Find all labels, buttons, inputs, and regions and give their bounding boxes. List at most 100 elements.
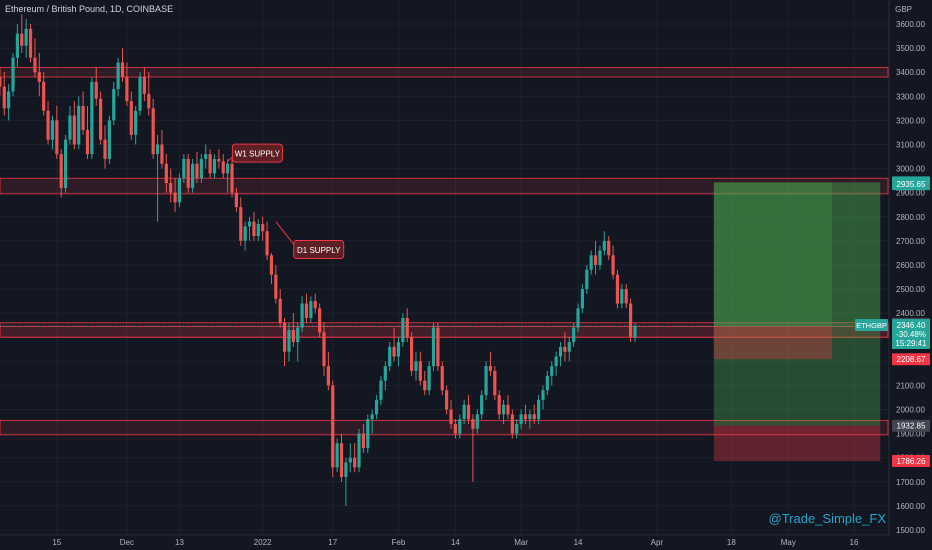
- candle-body: [515, 423, 519, 434]
- candle-body: [239, 207, 243, 241]
- candle-body: [624, 289, 628, 304]
- candle-body: [576, 308, 580, 328]
- x-tick-label: Mar: [514, 538, 528, 547]
- candle-body: [191, 163, 195, 188]
- x-tick-label: May: [781, 538, 796, 547]
- profit-zone: [713, 182, 881, 327]
- candle-body: [506, 404, 510, 415]
- candle-body: [392, 346, 396, 357]
- candle-body: [322, 332, 326, 367]
- x-tick-label: 13: [175, 538, 184, 547]
- price-tag-label: 1786.26: [897, 457, 926, 466]
- candle-body: [2, 86, 6, 109]
- candle-body: [602, 240, 606, 251]
- y-tick-label: 1900.00: [896, 430, 925, 439]
- candle-body: [523, 414, 528, 420]
- candle-body: [480, 395, 484, 415]
- last-price-bg: [892, 319, 930, 350]
- candle-body: [63, 139, 68, 188]
- last-price-box: ETHGBP 2346.40-30.48%15:29:41: [855, 319, 930, 350]
- candle-body: [339, 443, 344, 477]
- candle-body: [304, 303, 309, 318]
- candle-body: [94, 81, 98, 99]
- price-axis-bg: [889, 0, 932, 550]
- candle-body: [252, 221, 256, 237]
- supply-demand-zone: [0, 177, 889, 195]
- currency-label: GBP: [895, 5, 912, 14]
- candle-body: [379, 380, 383, 400]
- candle-body: [423, 380, 427, 391]
- candle-body: [388, 346, 392, 367]
- countdown-label: 15:29:41: [895, 339, 927, 348]
- last-price-label: 2346.40: [897, 321, 926, 330]
- candle-body: [24, 28, 28, 46]
- candle-body: [0, 77, 2, 87]
- candle-body: [90, 81, 94, 155]
- price-tag-bg: [892, 353, 930, 366]
- candle-body: [261, 223, 265, 232]
- y-tick-label: 2000.00: [896, 406, 925, 415]
- x-tick-label: 14: [451, 538, 460, 547]
- candle-body: [147, 93, 151, 109]
- candle-body: [519, 414, 523, 424]
- candle-body: [37, 72, 41, 82]
- candle-body: [405, 317, 409, 338]
- candle-body: [607, 240, 611, 256]
- candle-body: [326, 366, 330, 386]
- y-tick-label: 3400.00: [896, 68, 925, 77]
- candle-body: [633, 326, 637, 338]
- candle-body: [593, 255, 598, 265]
- price-tag: 2935.65: [892, 178, 930, 191]
- y-tick-label: 1600.00: [896, 502, 925, 511]
- candle-body: [42, 81, 46, 111]
- candle-body: [567, 342, 571, 352]
- candle-body: [357, 433, 361, 468]
- price-tag-bg: [892, 455, 930, 468]
- candle-body: [287, 330, 291, 352]
- candle-body: [532, 414, 536, 420]
- candle-body: [199, 158, 203, 179]
- inner-stop-zone: [713, 326, 833, 360]
- candle-body: [226, 163, 230, 174]
- ticker-label: ETHGBP: [856, 321, 887, 330]
- x-tick-label: Apr: [651, 538, 664, 547]
- candle-body: [366, 419, 370, 449]
- candle-body: [112, 89, 116, 121]
- grid-lines: [0, 0, 888, 535]
- candle-body: [471, 419, 475, 429]
- symbol-title: Ethereum / British Pound, 1D, COINBASE: [5, 4, 174, 14]
- candle-body: [383, 366, 387, 381]
- candle-body: [629, 303, 633, 338]
- candle-body: [550, 366, 554, 376]
- candle-body: [59, 154, 63, 188]
- candle-body: [528, 414, 532, 420]
- candle-body: [453, 423, 457, 434]
- candle-body: [309, 301, 313, 318]
- candle-body: [72, 115, 76, 145]
- author-watermark: @Trade_Simple_FX: [768, 511, 886, 526]
- candle-body: [173, 192, 177, 203]
- annotation-callout: W1 SUPPLY: [227, 143, 283, 163]
- candle-body: [274, 274, 278, 299]
- y-tick-label: 3300.00: [896, 92, 925, 101]
- price-tag-label: 1932.85: [897, 422, 926, 431]
- price-axis: 1500.001600.001700.001800.001900.002000.…: [888, 0, 932, 550]
- candle-body: [68, 115, 72, 140]
- candle-body: [401, 317, 405, 343]
- candle-body: [449, 409, 453, 424]
- candle-body: [410, 337, 414, 371]
- price-tag-label: 2935.65: [897, 180, 926, 189]
- y-tick-label: 3600.00: [896, 20, 925, 29]
- y-tick-label: 2800.00: [896, 213, 925, 222]
- inner-profit-zone: [713, 182, 833, 327]
- candle-body: [611, 255, 615, 275]
- price-tag-bg: [892, 178, 930, 191]
- candle-body: [466, 404, 471, 420]
- candle-body: [563, 346, 567, 352]
- y-tick-label: 2600.00: [896, 261, 925, 270]
- candle-body: [510, 414, 514, 434]
- candle-body: [296, 327, 300, 343]
- candle-body: [440, 366, 444, 391]
